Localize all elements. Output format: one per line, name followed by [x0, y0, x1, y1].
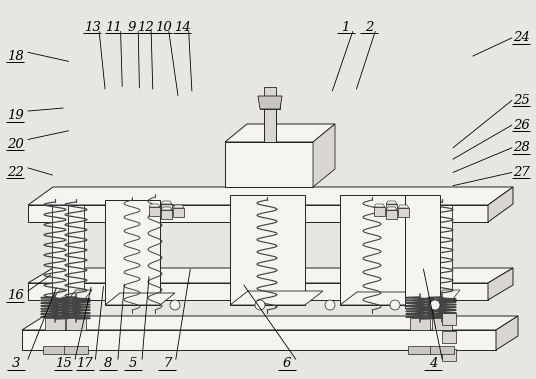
Polygon shape	[258, 96, 282, 109]
Polygon shape	[52, 290, 76, 300]
Bar	[386, 210, 397, 219]
Bar	[149, 207, 160, 216]
Polygon shape	[149, 204, 160, 207]
Text: 6: 6	[282, 357, 291, 370]
Text: 26: 26	[512, 119, 530, 132]
Text: 2: 2	[364, 21, 373, 34]
Bar	[398, 208, 409, 217]
Bar	[225, 142, 313, 187]
Text: 15: 15	[55, 357, 72, 370]
Text: 8: 8	[104, 357, 113, 370]
Text: 14: 14	[174, 21, 191, 34]
Polygon shape	[398, 205, 409, 208]
Text: 3: 3	[12, 357, 20, 370]
Text: 4: 4	[429, 357, 437, 370]
Text: 1: 1	[341, 21, 350, 34]
Polygon shape	[488, 187, 513, 222]
Bar	[410, 318, 430, 330]
Text: 12: 12	[137, 21, 154, 34]
Bar	[105, 200, 160, 305]
Bar	[405, 195, 440, 308]
Polygon shape	[340, 292, 422, 305]
Text: 11: 11	[105, 21, 122, 34]
Bar	[161, 204, 172, 213]
Text: 16: 16	[6, 289, 24, 302]
Bar	[64, 346, 88, 354]
Bar	[22, 330, 496, 350]
Text: 28: 28	[512, 141, 530, 154]
Text: 17: 17	[76, 357, 93, 370]
Text: 13: 13	[84, 21, 101, 34]
Bar	[68, 205, 84, 300]
Circle shape	[255, 300, 265, 310]
Text: 9: 9	[128, 21, 136, 34]
Circle shape	[170, 300, 180, 310]
Bar	[43, 346, 67, 354]
Bar	[45, 318, 65, 330]
Polygon shape	[488, 268, 513, 300]
Bar	[173, 208, 184, 217]
Text: 19: 19	[6, 109, 24, 122]
Bar	[418, 205, 435, 300]
Text: 10: 10	[155, 21, 172, 34]
Bar	[260, 97, 280, 109]
Text: 20: 20	[6, 138, 24, 150]
Bar	[264, 87, 276, 99]
Polygon shape	[418, 290, 443, 300]
Polygon shape	[386, 207, 397, 210]
Polygon shape	[68, 290, 92, 300]
Bar	[435, 205, 452, 300]
Polygon shape	[313, 124, 335, 187]
Bar	[442, 349, 456, 361]
Bar	[442, 313, 456, 325]
Bar	[66, 318, 86, 330]
Polygon shape	[496, 316, 518, 350]
Polygon shape	[230, 291, 323, 305]
Polygon shape	[105, 293, 175, 305]
Circle shape	[390, 300, 400, 310]
Circle shape	[430, 300, 440, 310]
Bar	[28, 205, 488, 222]
Polygon shape	[386, 201, 397, 204]
Bar	[161, 210, 172, 219]
Polygon shape	[173, 205, 184, 208]
Text: 5: 5	[129, 357, 137, 370]
Bar	[432, 318, 452, 330]
Bar	[374, 207, 385, 216]
Polygon shape	[28, 187, 513, 205]
Polygon shape	[435, 290, 460, 300]
Text: 25: 25	[512, 94, 530, 107]
Polygon shape	[28, 268, 513, 283]
Polygon shape	[225, 124, 335, 142]
Polygon shape	[161, 207, 172, 210]
Bar	[408, 346, 432, 354]
Text: 18: 18	[6, 50, 24, 63]
Text: 7: 7	[163, 357, 172, 370]
Bar	[264, 107, 276, 142]
Polygon shape	[374, 204, 385, 207]
Bar	[340, 195, 405, 305]
Bar	[28, 283, 488, 300]
Polygon shape	[161, 201, 172, 204]
Circle shape	[325, 300, 335, 310]
Bar	[52, 205, 68, 300]
Polygon shape	[22, 316, 518, 330]
Text: 27: 27	[512, 166, 530, 179]
Bar	[442, 331, 456, 343]
Text: 24: 24	[512, 31, 530, 44]
Bar	[430, 346, 454, 354]
Bar	[386, 204, 397, 213]
Text: 22: 22	[6, 166, 24, 179]
Bar	[230, 195, 305, 305]
